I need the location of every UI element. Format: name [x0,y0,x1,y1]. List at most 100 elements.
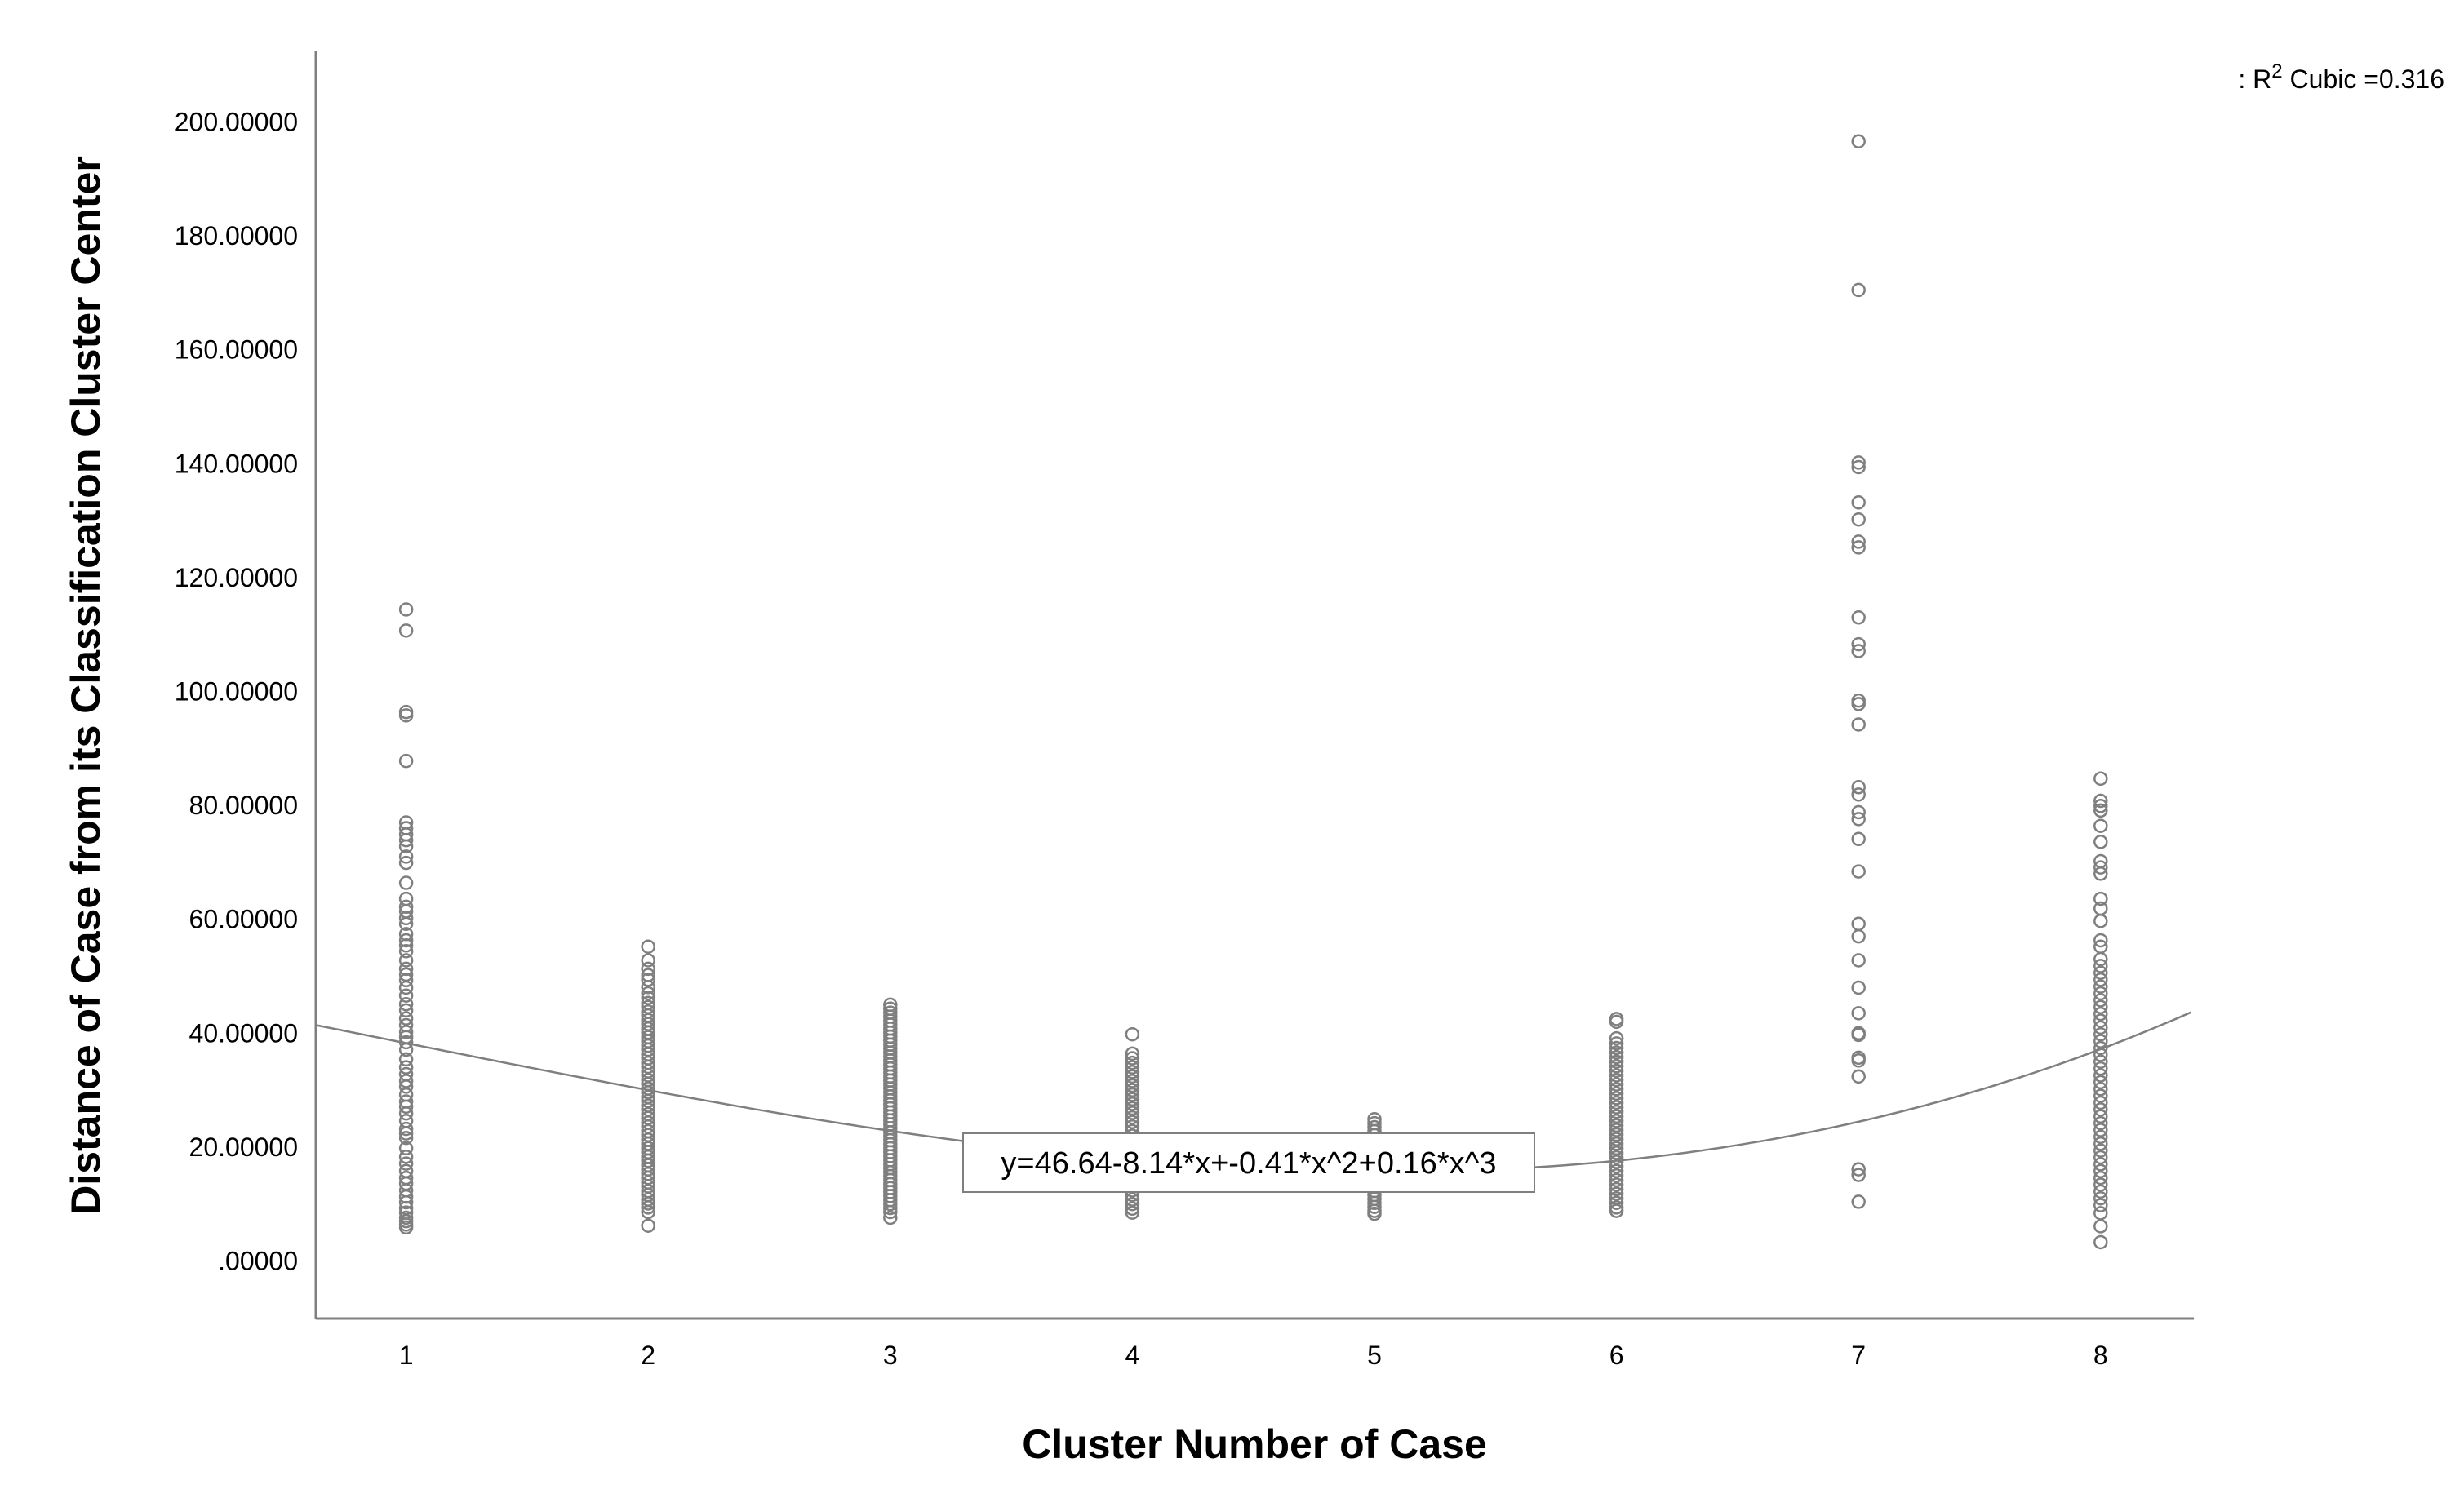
data-point [1125,1069,1140,1084]
fit-equation-frame [962,1132,1535,1193]
r-squared-suffix: Cubic =0.316 [2283,64,2444,94]
data-point [2093,1068,2108,1083]
data-point [1851,534,1866,549]
data-point [398,953,414,968]
data-point [398,1074,414,1088]
data-point [1851,1027,1866,1043]
data-point [2093,1026,2108,1042]
data-point [1125,1083,1140,1097]
data-point [1609,1132,1624,1146]
data-point [1125,1051,1140,1066]
data-point [398,973,414,988]
data-point [1609,1195,1624,1211]
fit-equation-box: y=46.64-8.14*x+-0.41*x^2+0.16*x^3 [962,1132,1535,1193]
data-point [398,849,414,864]
y-tick-label: 40.00000 [189,1018,298,1048]
data-point [2093,1157,2108,1172]
data-point [2093,993,2108,1008]
data-point [1609,1203,1624,1218]
data-point [1367,1206,1382,1221]
x-ticks: 1 2 3 4 5 6 7 8 [399,1341,2108,1370]
y-tick-label: 160.00000 [175,335,298,365]
data-point [1125,1101,1140,1116]
data-point [1609,1109,1624,1124]
data-point [398,1011,414,1026]
data-point [2093,1170,2108,1186]
data-point [2093,914,2108,928]
data-point [398,708,414,723]
data-point [398,1052,414,1067]
data-points [398,134,2108,1250]
data-point [1609,1091,1624,1106]
data-point [2093,972,2108,987]
data-point [1125,1201,1140,1217]
data-point [1609,1095,1624,1110]
r-squared-superscript: 2 [2271,60,2282,82]
data-point [1851,495,1866,510]
data-point [398,1194,414,1210]
data-point [2093,1198,2108,1212]
data-point [1125,1046,1140,1061]
data-point [2093,1109,2108,1124]
axes [314,51,2194,1320]
data-point [1609,1014,1624,1030]
data-point [2093,1219,2108,1234]
data-point [1609,1081,1624,1097]
data-point [1851,610,1866,625]
data-point [2093,999,2108,1014]
data-point [641,980,655,995]
data-point [1125,1115,1140,1129]
x-tick-label: 1 [399,1341,414,1370]
data-point [398,1126,414,1141]
data-point [2093,1206,2108,1221]
data-point [1609,1104,1624,1119]
x-tick-label: 5 [1367,1341,1382,1370]
data-point [2093,1102,2108,1117]
data-point [1609,1118,1624,1133]
data-point [398,875,414,890]
data-point [1609,1068,1624,1083]
data-point [1609,1172,1624,1188]
data-point [2093,933,2108,948]
data-point [641,986,655,1001]
data-point [398,1156,414,1171]
data-point [1125,1078,1140,1093]
data-point [1851,697,1866,711]
x-tick-label: 6 [1609,1341,1624,1370]
data-point [1125,1092,1140,1107]
data-point [1609,1123,1624,1137]
data-point [1125,1055,1140,1070]
data-point [398,1106,414,1121]
data-point [1609,1045,1624,1060]
data-point [2093,986,2108,1001]
data-point [2093,1013,2108,1028]
data-point [2093,959,2108,973]
data-point [1851,831,1866,847]
y-tick-label: 80.00000 [189,791,298,820]
data-point [2093,1075,2108,1090]
data-point [1851,459,1866,475]
data-point [2093,1020,2108,1035]
data-point [398,602,414,617]
data-point [1851,787,1866,802]
y-tick-label: 180.00000 [175,221,298,250]
data-point [2093,1040,2108,1056]
data-point [883,1204,898,1220]
data-point [1367,1195,1382,1211]
data-point [1851,1162,1866,1177]
data-point [1851,455,1866,470]
data-point [2093,1129,2108,1145]
data-point [1851,512,1866,527]
x-tick-label: 7 [1851,1341,1866,1370]
data-point [1125,1074,1140,1088]
data-point [398,1025,414,1039]
data-point [398,988,414,1003]
data-point [1851,717,1866,732]
y-tick-label: 100.00000 [175,677,298,707]
data-point [2093,965,2108,981]
data-point [398,1130,414,1146]
data-point [2093,1163,2108,1178]
data-point [2093,1150,2108,1165]
data-point [1851,1006,1866,1021]
